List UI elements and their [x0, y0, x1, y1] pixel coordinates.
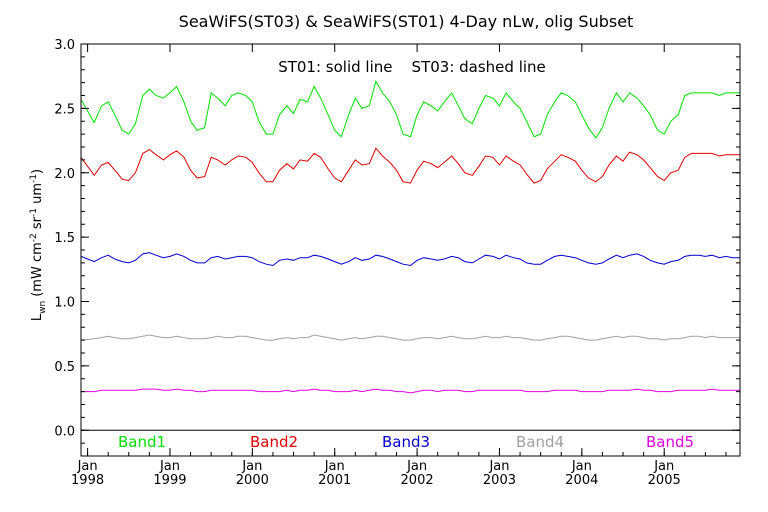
legend-entry-band2: Band2: [250, 433, 298, 451]
y-tick-label: 2.0: [54, 167, 75, 182]
legend-entry-band3: Band3: [382, 433, 430, 451]
x-tick-year: 1999: [153, 473, 186, 488]
legend-entry-band4: Band4: [516, 433, 564, 451]
x-tick-month: Jan: [159, 459, 180, 474]
legend-entry-band5: Band5: [646, 433, 694, 451]
y-tick-label: 1.0: [54, 296, 75, 311]
plot-series: [80, 79, 740, 394]
plot-frame: [80, 43, 741, 457]
line-style-annotation: ST01: solid line ST03: dashed line: [278, 58, 546, 76]
x-axis: Jan1998Jan1999Jan2000Jan2001Jan2002Jan20…: [71, 44, 727, 488]
svg-text:Lwn(mW cm-2 sr-1 um-1): Lwn(mW cm-2 sr-1 um-1): [29, 169, 48, 321]
x-tick-month: Jan: [571, 459, 592, 474]
y-axis-label-main: L: [30, 313, 45, 321]
y-axis-label-units: (mW cm: [30, 242, 45, 297]
x-tick-month: Jan: [241, 459, 262, 474]
y-axis-label-close: ): [30, 169, 45, 174]
legend-entry-band1: Band1: [118, 433, 166, 451]
y-tick-label: 0.0: [54, 424, 75, 439]
chart-title: SeaWiFS(ST03) & SeaWiFS(ST01) 4-Day nLw,…: [179, 12, 634, 31]
y-axis: 0.0 0.5 1.0 1.5 2.0 2.5 3.0: [54, 38, 740, 457]
series-line-band2: [80, 147, 740, 184]
x-tick-year: 2004: [565, 473, 598, 488]
x-tick-month: Jan: [653, 459, 674, 474]
x-tick-year: 2001: [318, 473, 351, 488]
y-axis-label-sub: wn: [38, 301, 48, 314]
x-tick-year: 1998: [71, 473, 104, 488]
series-line-band3: [80, 252, 740, 267]
x-tick-month: Jan: [77, 459, 98, 474]
series-line-band5: [81, 388, 740, 394]
y-axis-label-sup2: -1: [29, 208, 39, 217]
x-tick-month: Jan: [324, 459, 345, 474]
x-tick-month: Jan: [488, 459, 509, 474]
series-line-band1: [80, 79, 740, 139]
y-tick-label: 2.5: [54, 102, 75, 117]
y-axis-label-mid: sr: [30, 216, 45, 233]
y-tick-label: 1.5: [54, 231, 75, 246]
y-axis-label-end: um: [30, 183, 45, 208]
x-tick-year: 2002: [401, 473, 434, 488]
y-axis-label-sup1: -2: [29, 233, 39, 242]
x-tick-year: 2003: [483, 473, 516, 488]
y-tick-label: 3.0: [54, 38, 75, 53]
x-tick-month: Jan: [406, 459, 427, 474]
series-line-band4: [80, 334, 740, 341]
x-tick-year: 2005: [648, 473, 681, 488]
y-axis-label-sup3: -1: [29, 174, 39, 183]
y-axis-label: Lwn(mW cm-2 sr-1 um-1): [29, 169, 48, 321]
legend: Band1 Band2 Band3 Band4 Band5: [118, 433, 694, 451]
x-tick-year: 2000: [236, 473, 269, 488]
y-tick-label: 0.5: [54, 360, 75, 375]
